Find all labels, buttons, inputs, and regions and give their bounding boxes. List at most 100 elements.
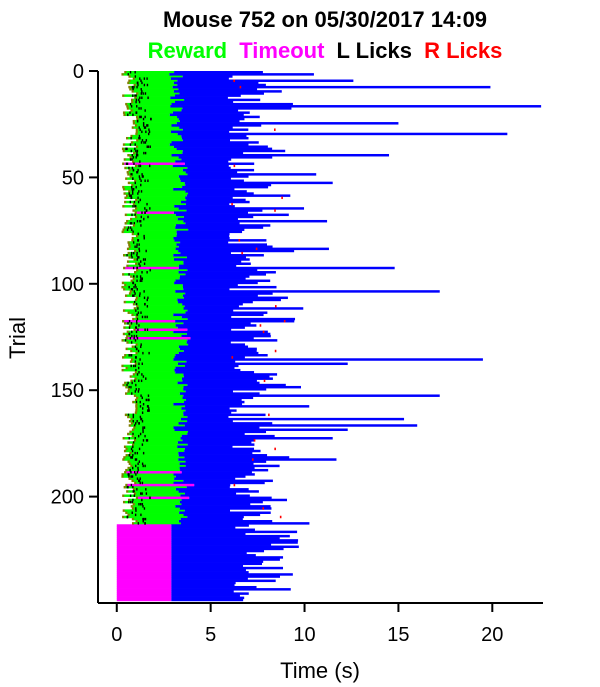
reward-bar — [132, 275, 180, 278]
response-mark — [135, 207, 138, 210]
iti-bar — [179, 392, 260, 395]
response-mark — [136, 139, 139, 142]
iti-bar — [187, 430, 267, 434]
response-mark — [128, 477, 131, 480]
left-lick-mark — [134, 339, 137, 342]
response-mark — [135, 407, 138, 410]
reward-bar — [137, 145, 174, 148]
response-mark — [131, 479, 134, 483]
reward-bar — [137, 405, 186, 408]
left-lick-mark — [134, 379, 136, 383]
left-lick-mark — [130, 254, 133, 257]
left-lick-mark — [144, 151, 147, 155]
left-lick-mark — [140, 394, 142, 397]
left-lick-mark — [138, 100, 141, 104]
timeout-bar — [116, 585, 172, 589]
left-lick-mark — [128, 475, 130, 478]
left-lick-mark — [139, 502, 142, 506]
response-mark — [131, 183, 134, 187]
left-lick-mark — [134, 390, 137, 393]
iti-bar — [171, 560, 264, 563]
reward-bar — [132, 141, 172, 144]
iti-bar — [178, 451, 253, 455]
left-lick-mark — [140, 190, 143, 193]
left-lick-mark — [139, 115, 141, 119]
left-lick-mark — [139, 164, 142, 168]
left-lick-mark — [148, 407, 150, 410]
left-lick-mark — [140, 417, 142, 421]
left-lick-mark — [142, 402, 145, 406]
response-mark — [133, 394, 137, 397]
response-mark — [122, 149, 125, 153]
left-lick-mark — [135, 302, 138, 306]
iti-bar — [178, 88, 258, 91]
reward-bar — [126, 322, 184, 325]
reward-bar — [124, 149, 183, 153]
left-lick-mark — [142, 175, 144, 178]
response-mark — [130, 279, 133, 283]
left-lick-mark — [132, 94, 134, 97]
response-mark — [132, 224, 136, 227]
iti-bar — [187, 415, 229, 419]
response-mark — [122, 494, 125, 497]
left-lick-mark — [135, 383, 137, 387]
reward-bar — [124, 188, 174, 191]
iti-bar — [181, 334, 271, 338]
iti-bar — [171, 585, 257, 589]
iti-bar — [181, 434, 275, 438]
reward-bar — [128, 341, 187, 344]
right-lick-mark — [239, 85, 242, 89]
iti-bar — [171, 556, 284, 559]
left-lick-mark — [141, 498, 143, 502]
left-lick-mark — [135, 509, 137, 512]
response-mark — [124, 381, 127, 385]
reward-bar — [128, 105, 171, 108]
iti-bar — [183, 400, 245, 404]
iti-bar — [174, 258, 250, 261]
left-lick-mark — [138, 262, 140, 265]
left-lick-mark — [145, 249, 147, 253]
reward-bar — [131, 451, 179, 455]
iti-bar — [178, 422, 273, 425]
reward-bar — [125, 456, 185, 459]
iti-bar — [170, 96, 228, 100]
reward-bar — [137, 520, 179, 523]
iti-bar — [185, 190, 247, 193]
reward-bar — [127, 194, 187, 197]
response-mark — [134, 211, 137, 214]
left-lick-mark — [138, 379, 140, 383]
iti-bar — [187, 173, 317, 176]
response-mark — [131, 313, 134, 317]
left-lick-mark — [127, 226, 130, 229]
right-lick-mark — [233, 164, 236, 168]
response-mark — [135, 198, 138, 202]
y-ticks: 0 50 100 150 200 — [51, 61, 98, 509]
left-lick-mark — [135, 388, 137, 391]
response-mark — [127, 153, 130, 157]
timeout-bar — [116, 575, 172, 578]
left-lick-mark — [144, 109, 146, 112]
reward-bar — [134, 302, 183, 306]
left-lick-mark — [149, 268, 151, 272]
iti-bar — [171, 534, 290, 538]
reward-bar — [134, 488, 176, 491]
axes — [97, 71, 543, 604]
response-mark — [132, 317, 135, 321]
response-mark — [135, 351, 138, 355]
reward-bar — [124, 94, 175, 97]
reward-bar — [129, 181, 185, 185]
response-mark — [130, 358, 134, 361]
left-lick-mark — [138, 479, 141, 483]
left-lick-mark — [143, 507, 146, 510]
left-lick-mark — [136, 488, 138, 491]
iti-bar — [174, 477, 236, 480]
reward-bar — [124, 273, 186, 276]
reward-bar — [127, 511, 180, 514]
reward-bar — [137, 407, 182, 410]
response-mark — [122, 509, 125, 512]
y-axis-label: Trial — [5, 317, 30, 359]
right-lick-mark — [233, 79, 235, 82]
left-lick-mark — [140, 179, 142, 183]
left-lick-mark — [130, 447, 133, 451]
left-lick-mark — [146, 124, 148, 127]
